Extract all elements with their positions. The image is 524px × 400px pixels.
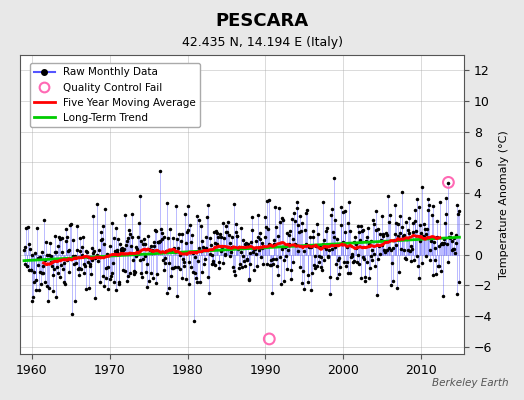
Five Year Moving Average	[40, 260, 47, 265]
Five Year Moving Average	[43, 262, 49, 267]
Quality Control Fail	[444, 179, 453, 186]
Long-Term Trend	[456, 235, 463, 240]
Long-Term Trend	[21, 258, 27, 263]
Long-Term Trend	[33, 258, 39, 262]
Long-Term Trend	[163, 251, 169, 256]
Quality Control Fail	[265, 336, 274, 342]
Five Year Moving Average	[408, 234, 414, 239]
Five Year Moving Average	[191, 250, 197, 255]
Line: Five Year Moving Average: Five Year Moving Average	[43, 235, 440, 265]
Legend: Raw Monthly Data, Quality Control Fail, Five Year Moving Average, Long-Term Tren: Raw Monthly Data, Quality Control Fail, …	[30, 63, 200, 127]
Five Year Moving Average	[437, 235, 443, 240]
Text: PESCARA: PESCARA	[215, 12, 309, 30]
Five Year Moving Average	[183, 252, 189, 256]
Y-axis label: Temperature Anomaly (°C): Temperature Anomaly (°C)	[499, 130, 509, 279]
Long-Term Trend	[92, 254, 98, 259]
Long-Term Trend	[137, 252, 143, 257]
Text: 42.435 N, 14.194 E (Italy): 42.435 N, 14.194 E (Italy)	[181, 36, 343, 49]
Text: Berkeley Earth: Berkeley Earth	[432, 378, 508, 388]
Line: Long-Term Trend: Long-Term Trend	[24, 237, 460, 261]
Five Year Moving Average	[424, 236, 430, 240]
Five Year Moving Average	[187, 251, 193, 256]
Five Year Moving Average	[410, 233, 417, 238]
Five Year Moving Average	[435, 235, 441, 240]
Long-Term Trend	[416, 237, 422, 242]
Long-Term Trend	[387, 238, 394, 243]
